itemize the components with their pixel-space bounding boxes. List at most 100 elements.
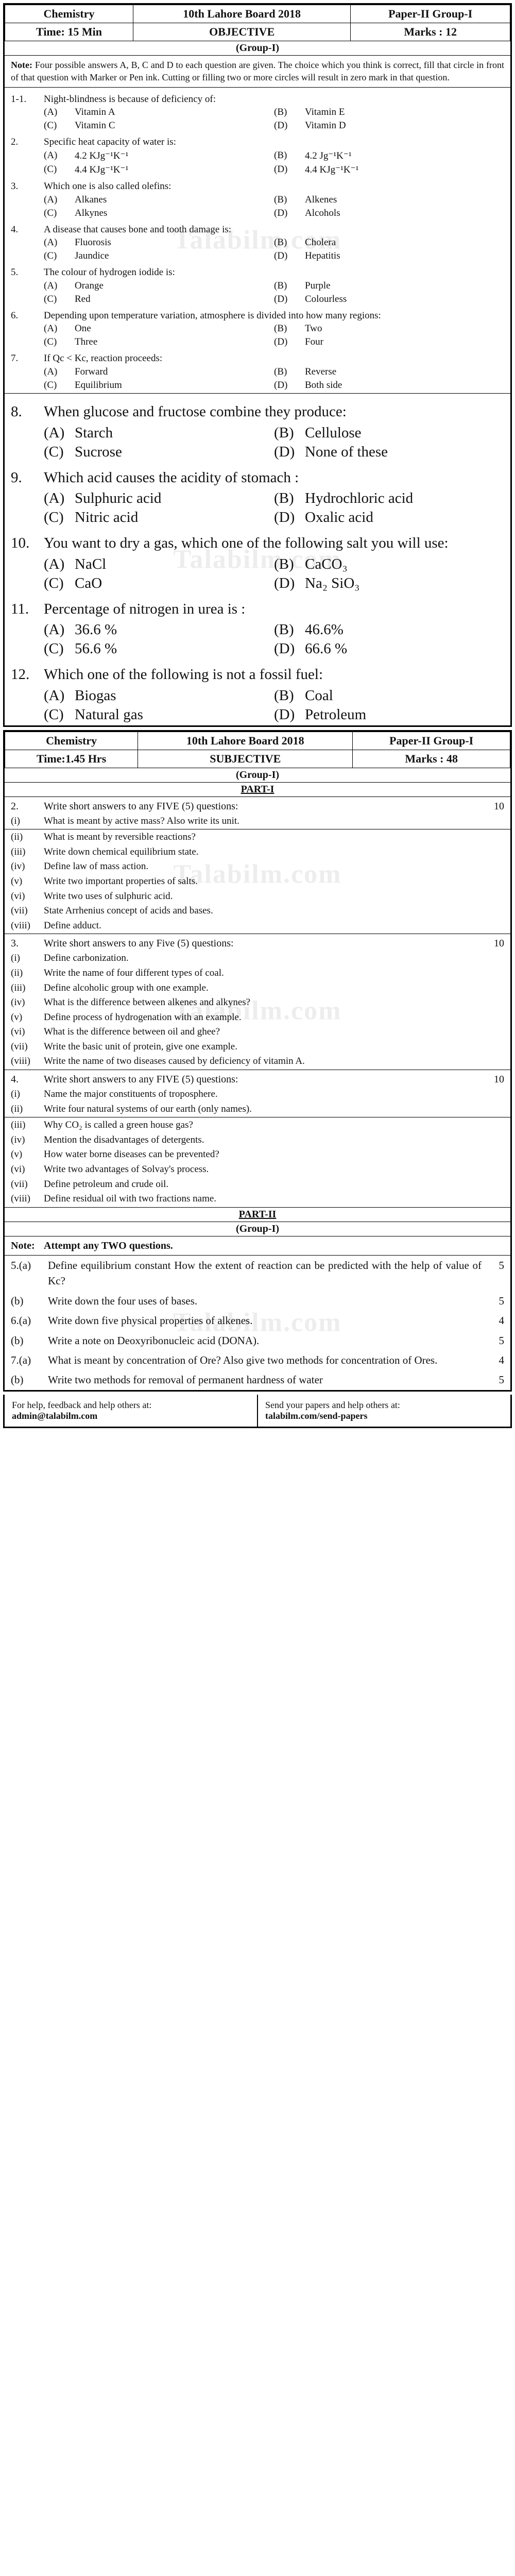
- opt-text: 4.4 KJg⁻¹K⁻¹: [75, 164, 128, 176]
- mcq-question: 5.The colour of hydrogen iodide is:: [11, 266, 504, 279]
- sub-question: (v)Define process of hydrogenation with …: [5, 1011, 510, 1025]
- mcq-option[interactable]: (C)4.4 KJg⁻¹K⁻¹: [44, 163, 274, 177]
- mcq-option[interactable]: (C)Equilibrium: [44, 379, 274, 392]
- opt-letter: (A): [44, 425, 75, 442]
- mcq-option[interactable]: (C)Three: [44, 335, 274, 349]
- mcq-options: (A)NaCl(B)CaCO₃(C)CaO(D)Na₂ SiO₃: [44, 555, 504, 593]
- mcq-option[interactable]: (D)Four: [274, 335, 504, 349]
- mcq-option[interactable]: (A)NaCl: [44, 555, 274, 574]
- opt-text: Alkenes: [305, 194, 337, 206]
- opt-text: 36.6 %: [75, 621, 117, 638]
- subjective-header-table: Chemistry 10th Lahore Board 2018 Paper-I…: [5, 732, 510, 768]
- opt-text: Purple: [305, 280, 331, 292]
- opt-text: None of these: [305, 444, 388, 461]
- mcq-option[interactable]: (A)Orange: [44, 279, 274, 293]
- opt-text: 4.2 KJg⁻¹K⁻¹: [75, 150, 128, 162]
- mcq-option[interactable]: (D)Alcohols: [274, 207, 504, 220]
- mcq-option[interactable]: (D)Both side: [274, 379, 504, 392]
- mcq-option[interactable]: (D)Na₂ SiO₃: [274, 574, 504, 593]
- q3-items: (i)Define carbonization.(ii)Write the na…: [5, 952, 510, 1070]
- mcq-option[interactable]: (A)Fluorosis: [44, 236, 274, 249]
- roman-num: (vi): [11, 1163, 44, 1177]
- mcq-option[interactable]: (C)Alkynes: [44, 207, 274, 220]
- mcq-option[interactable]: (A)Vitamin A: [44, 106, 274, 119]
- q-text: Write down the four uses of bases.: [48, 1293, 486, 1309]
- sub-question: (v)How water borne diseases can be preve…: [5, 1148, 510, 1162]
- mcq-option[interactable]: (B)46.6%: [274, 620, 504, 639]
- mcq-option[interactable]: (C)56.6 %: [44, 639, 274, 658]
- roman-num: (v): [11, 1148, 44, 1162]
- mcq-option[interactable]: (B)Vitamin E: [274, 106, 504, 119]
- roman-num: (i): [11, 815, 44, 828]
- opt-letter: (A): [44, 490, 75, 507]
- opt-letter: (A): [44, 687, 75, 704]
- mcq-option[interactable]: (B)4.2 Jg⁻¹K⁻¹: [274, 149, 504, 163]
- mcq-option[interactable]: (A)Biogas: [44, 686, 274, 705]
- long-question: 6.(a)Write down five physical properties…: [5, 1311, 510, 1330]
- mcq-option[interactable]: (B)Two: [274, 322, 504, 335]
- roman-text: Write two advantages of Solvay's process…: [44, 1163, 504, 1177]
- opt-letter: (A): [44, 237, 75, 248]
- mcq-question: 12.Which one of the following is not a f…: [11, 664, 504, 686]
- opt-text: 4.4 KJg⁻¹K⁻¹: [305, 164, 358, 176]
- opt-text: Both side: [305, 380, 342, 391]
- mcq-option[interactable]: (D)Vitamin D: [274, 119, 504, 132]
- opt-letter: (B): [274, 425, 305, 442]
- mcq-option[interactable]: (A)One: [44, 322, 274, 335]
- footer-left-text: For help, feedback and help others at:: [12, 1400, 151, 1410]
- mcq-options: (A)Biogas(B)Coal(C)Natural gas(D)Petrole…: [44, 686, 504, 724]
- opt-text: 56.6 %: [75, 640, 117, 657]
- mcq-option[interactable]: (B)Cellulose: [274, 423, 504, 443]
- q-marks: 10: [478, 936, 504, 951]
- mcq-option[interactable]: (D)Hepatitis: [274, 249, 504, 263]
- opt-text: 66.6 %: [305, 640, 347, 657]
- mcq-option[interactable]: (C)Sucrose: [44, 443, 274, 462]
- mcq-option[interactable]: (C)Nitric acid: [44, 508, 274, 527]
- mcq-option[interactable]: (A)Starch: [44, 423, 274, 443]
- q-marks: 5: [486, 1372, 504, 1387]
- mcq-option[interactable]: (D)Oxalic acid: [274, 508, 504, 527]
- mcq-option[interactable]: (C)Vitamin C: [44, 119, 274, 132]
- mcq-option[interactable]: (B)Coal: [274, 686, 504, 705]
- mcq-option[interactable]: (D)Colourless: [274, 293, 504, 306]
- q-text: Specific heat capacity of water is:: [44, 135, 504, 149]
- roman-text: Define carbonization.: [44, 952, 504, 965]
- q-num: (b): [11, 1372, 48, 1387]
- mcq-option[interactable]: (D)66.6 %: [274, 639, 504, 658]
- q-marks: 10: [478, 1072, 504, 1087]
- opt-text: Cellulose: [305, 425, 362, 442]
- q-marks: 4: [486, 1352, 504, 1368]
- mcq-option[interactable]: (A)Sulphuric acid: [44, 489, 274, 508]
- mcq-options: (A)4.2 KJg⁻¹K⁻¹(B)4.2 Jg⁻¹K⁻¹(C)4.4 KJg⁻…: [44, 149, 504, 177]
- mcq-option[interactable]: (A)Alkanes: [44, 193, 274, 207]
- opt-text: Four: [305, 336, 323, 348]
- mcq-option[interactable]: (C)Natural gas: [44, 705, 274, 724]
- mcq-option[interactable]: (B)Reverse: [274, 365, 504, 379]
- mcq-option[interactable]: (C)Red: [44, 293, 274, 306]
- opt-text: Natural gas: [75, 706, 143, 723]
- opt-letter: (D): [274, 208, 305, 219]
- opt-text: Hydrochloric acid: [305, 490, 413, 507]
- mcq-option[interactable]: (A)Forward: [44, 365, 274, 379]
- mcq-option[interactable]: (A)4.2 KJg⁻¹K⁻¹: [44, 149, 274, 163]
- mcq-option[interactable]: (B)CaCO₃: [274, 555, 504, 574]
- hdr-board: 10th Lahore Board 2018: [138, 732, 353, 750]
- opt-text: Vitamin D: [305, 120, 346, 131]
- opt-text: Hepatitis: [305, 250, 340, 262]
- roman-text: State Arrhenius concept of acids and bas…: [44, 904, 504, 918]
- mcq-option[interactable]: (B)Purple: [274, 279, 504, 293]
- mcq-option[interactable]: (B)Alkenes: [274, 193, 504, 207]
- mcq-option[interactable]: (A)36.6 %: [44, 620, 274, 639]
- mcq-option[interactable]: (D)None of these: [274, 443, 504, 462]
- mcq-option[interactable]: (C)Jaundice: [44, 249, 274, 263]
- hdr-type: OBJECTIVE: [133, 23, 351, 41]
- q4-items: (i)Name the major constituents of tropos…: [5, 1088, 510, 1208]
- mcq-option[interactable]: (D)Petroleum: [274, 705, 504, 724]
- q-num: 8.: [11, 401, 44, 423]
- mcq-option[interactable]: (C)CaO: [44, 574, 274, 593]
- q-text: Define equilibrium constant How the exte…: [48, 1258, 486, 1289]
- mcq-option[interactable]: (D)4.4 KJg⁻¹K⁻¹: [274, 163, 504, 177]
- part2-questions: 5.(a)Define equilibrium constant How the…: [5, 1256, 510, 1390]
- mcq-option[interactable]: (B)Hydrochloric acid: [274, 489, 504, 508]
- mcq-option[interactable]: (B)Cholera: [274, 236, 504, 249]
